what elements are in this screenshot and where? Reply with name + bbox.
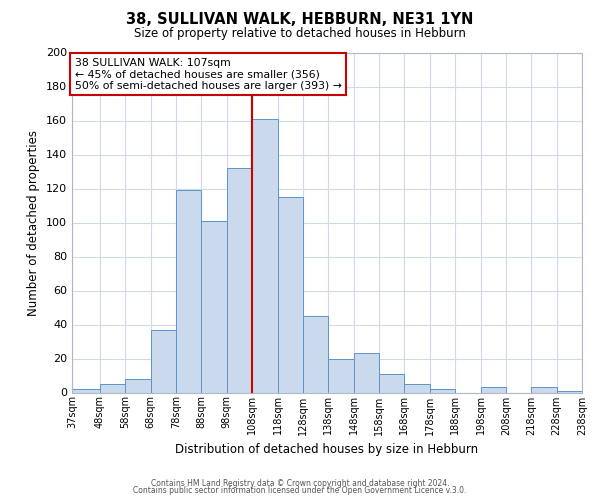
Text: Size of property relative to detached houses in Hebburn: Size of property relative to detached ho… <box>134 28 466 40</box>
Bar <box>353 354 379 393</box>
Bar <box>404 384 430 392</box>
Bar <box>72 389 100 392</box>
Bar <box>278 197 303 392</box>
Bar <box>481 388 506 392</box>
Bar <box>100 384 125 392</box>
Bar <box>252 119 278 392</box>
Bar <box>125 379 151 392</box>
Text: 38 SULLIVAN WALK: 107sqm
← 45% of detached houses are smaller (356)
50% of semi-: 38 SULLIVAN WALK: 107sqm ← 45% of detach… <box>74 58 341 91</box>
Y-axis label: Number of detached properties: Number of detached properties <box>28 130 40 316</box>
Text: 38, SULLIVAN WALK, HEBBURN, NE31 1YN: 38, SULLIVAN WALK, HEBBURN, NE31 1YN <box>127 12 473 28</box>
Bar <box>227 168 252 392</box>
Bar <box>531 388 557 392</box>
X-axis label: Distribution of detached houses by size in Hebburn: Distribution of detached houses by size … <box>175 443 479 456</box>
Bar <box>430 389 455 392</box>
Bar <box>328 358 353 392</box>
Text: Contains HM Land Registry data © Crown copyright and database right 2024.: Contains HM Land Registry data © Crown c… <box>151 478 449 488</box>
Text: Contains public sector information licensed under the Open Government Licence v.: Contains public sector information licen… <box>133 486 467 495</box>
Bar <box>557 391 582 392</box>
Bar <box>379 374 404 392</box>
Bar <box>202 221 227 392</box>
Bar <box>151 330 176 392</box>
Bar <box>176 190 202 392</box>
Bar <box>303 316 328 392</box>
